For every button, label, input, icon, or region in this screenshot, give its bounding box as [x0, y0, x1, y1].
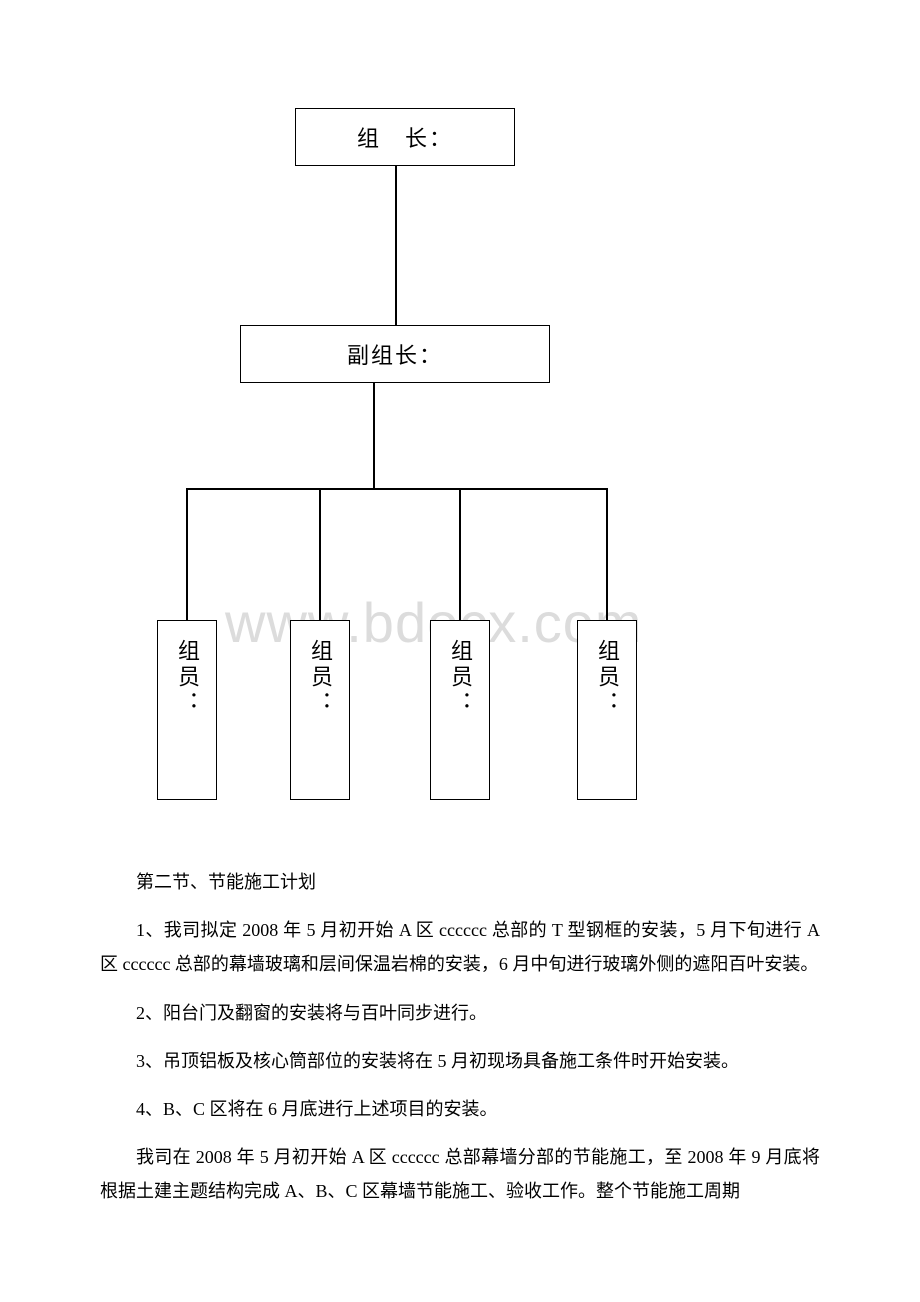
paragraph-3: 3、吊顶铝板及核心筒部位的安装将在 5 月初现场具备施工条件时开始安装。 [100, 1044, 820, 1078]
connector-deputy-down [373, 383, 375, 488]
section-title: 第二节、节能施工计划 [100, 865, 820, 899]
member-label-1: 组员： [171, 639, 203, 717]
member-box-1: 组员： [157, 620, 217, 800]
member-label-3: 组员： [444, 639, 476, 717]
connector-member-2 [319, 488, 321, 620]
org-chart: www.bdocx.com 组 长： 副组长： 组员： 组员： 组员： 组员： [0, 0, 920, 820]
member-box-4: 组员： [577, 620, 637, 800]
paragraph-5: 我司在 2008 年 5 月初开始 A 区 cccccc 总部幕墙分部的节能施工… [100, 1140, 820, 1208]
connector-member-4 [606, 488, 608, 620]
body-text: 第二节、节能施工计划 1、我司拟定 2008 年 5 月初开始 A 区 cccc… [100, 865, 820, 1223]
member-label-2: 组员： [304, 639, 336, 717]
connector-member-1 [186, 488, 188, 620]
member-label-4: 组员： [591, 639, 623, 717]
paragraph-2: 2、阳台门及翻窗的安装将与百叶同步进行。 [100, 996, 820, 1030]
connector-leader-deputy [395, 166, 397, 325]
member-box-2: 组员： [290, 620, 350, 800]
deputy-label: 副组长： [347, 338, 443, 370]
leader-box: 组 长： [295, 108, 515, 166]
paragraph-4: 4、B、C 区将在 6 月底进行上述项目的安装。 [100, 1092, 820, 1126]
connector-horizontal [186, 488, 606, 490]
connector-member-3 [459, 488, 461, 620]
member-box-3: 组员： [430, 620, 490, 800]
leader-label: 组 长： [357, 121, 453, 153]
deputy-leader-box: 副组长： [240, 325, 550, 383]
paragraph-1: 1、我司拟定 2008 年 5 月初开始 A 区 cccccc 总部的 T 型钢… [100, 913, 820, 981]
